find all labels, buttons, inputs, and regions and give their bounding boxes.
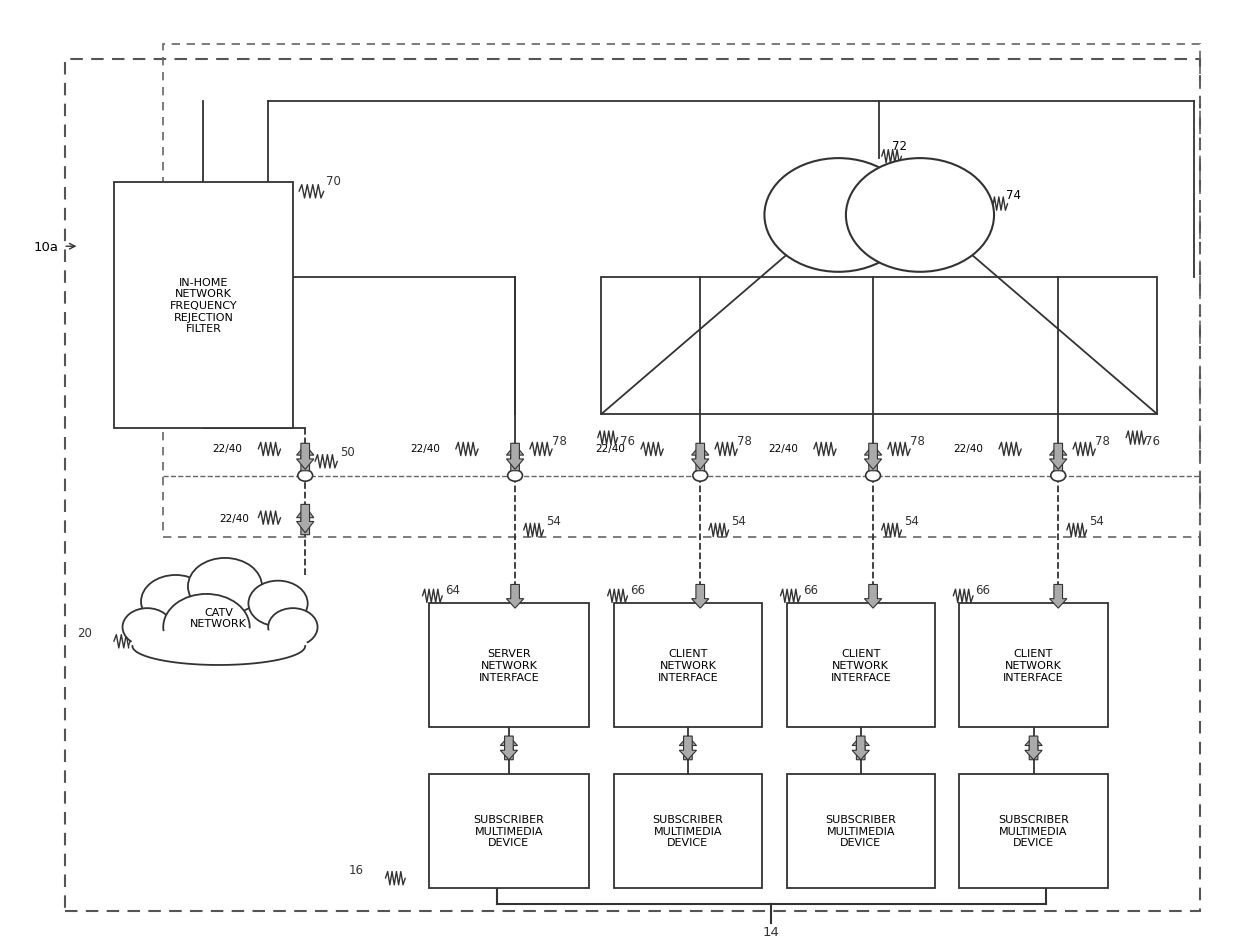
Ellipse shape	[129, 627, 309, 665]
Text: SUBSCRIBER
MULTIMEDIA
DEVICE: SUBSCRIBER MULTIMEDIA DEVICE	[474, 814, 544, 847]
Text: 22/40: 22/40	[410, 444, 440, 453]
Text: 22/40: 22/40	[954, 444, 983, 453]
FancyArrow shape	[506, 585, 523, 608]
FancyArrow shape	[1049, 446, 1066, 471]
Circle shape	[123, 608, 172, 646]
Circle shape	[298, 470, 312, 482]
Circle shape	[248, 581, 308, 626]
FancyArrow shape	[296, 506, 314, 535]
Circle shape	[268, 608, 317, 646]
Text: 78: 78	[552, 435, 567, 447]
FancyArrow shape	[500, 736, 517, 760]
FancyArrow shape	[296, 505, 314, 533]
Text: 66: 66	[802, 584, 817, 596]
Text: SUBSCRIBER
MULTIMEDIA
DEVICE: SUBSCRIBER MULTIMEDIA DEVICE	[652, 814, 723, 847]
Text: 14: 14	[763, 924, 780, 938]
Circle shape	[693, 470, 708, 482]
Text: 50: 50	[340, 446, 355, 459]
Text: IN-HOME
NETWORK
FREQUENCY
REJECTION
FILTER: IN-HOME NETWORK FREQUENCY REJECTION FILT…	[170, 277, 237, 334]
Circle shape	[866, 470, 880, 482]
Text: 78: 78	[1095, 435, 1110, 447]
Circle shape	[164, 594, 249, 661]
Text: 22/40: 22/40	[218, 513, 249, 523]
Text: 78: 78	[910, 435, 925, 447]
Circle shape	[188, 558, 262, 615]
Circle shape	[1050, 470, 1065, 482]
FancyArrow shape	[500, 736, 517, 760]
Text: 78: 78	[738, 435, 753, 447]
Bar	[786, 774, 935, 887]
Text: CATV
NETWORK: CATV NETWORK	[191, 607, 247, 628]
FancyArrow shape	[852, 736, 869, 760]
Circle shape	[846, 159, 994, 272]
Text: 70: 70	[326, 174, 341, 188]
Text: 64: 64	[445, 584, 460, 596]
Text: CLIENT
NETWORK
INTERFACE: CLIENT NETWORK INTERFACE	[1003, 648, 1064, 682]
Text: 54: 54	[1089, 515, 1104, 527]
FancyArrow shape	[1025, 736, 1042, 760]
Text: SUBSCRIBER
MULTIMEDIA
DEVICE: SUBSCRIBER MULTIMEDIA DEVICE	[998, 814, 1069, 847]
Circle shape	[141, 575, 210, 628]
Text: 20: 20	[77, 626, 92, 640]
Text: 66: 66	[976, 584, 991, 596]
Bar	[960, 604, 1107, 726]
FancyArrow shape	[1049, 444, 1066, 470]
FancyArrow shape	[506, 446, 523, 471]
Bar	[614, 774, 761, 887]
FancyArrow shape	[1025, 736, 1042, 760]
Text: 76: 76	[1145, 435, 1159, 447]
Text: 22/40: 22/40	[595, 444, 625, 453]
Ellipse shape	[133, 616, 305, 664]
FancyArrow shape	[506, 444, 523, 470]
Bar	[429, 604, 589, 726]
Text: CLIENT
NETWORK
INTERFACE: CLIENT NETWORK INTERFACE	[657, 648, 718, 682]
Text: 22/40: 22/40	[768, 444, 799, 453]
Text: 22/40: 22/40	[212, 444, 243, 453]
Text: SUBSCRIBER
MULTIMEDIA
DEVICE: SUBSCRIBER MULTIMEDIA DEVICE	[826, 814, 897, 847]
Text: 54: 54	[546, 515, 560, 527]
Text: 74: 74	[1007, 188, 1022, 202]
Text: 16: 16	[1037, 863, 1053, 876]
FancyArrow shape	[692, 585, 709, 608]
Text: 10a: 10a	[33, 241, 58, 253]
Text: 72: 72	[892, 140, 906, 152]
Bar	[164, 46, 1200, 538]
Text: 54: 54	[732, 515, 746, 527]
Circle shape	[507, 470, 522, 482]
Text: 76: 76	[620, 435, 635, 447]
Bar	[960, 774, 1107, 887]
FancyArrow shape	[864, 444, 882, 470]
FancyArrow shape	[692, 444, 709, 470]
Text: 66: 66	[630, 584, 645, 596]
FancyArrow shape	[296, 446, 314, 471]
FancyArrow shape	[864, 585, 882, 608]
Text: 16: 16	[348, 863, 363, 877]
Text: CLIENT
NETWORK
INTERFACE: CLIENT NETWORK INTERFACE	[831, 648, 892, 682]
FancyArrow shape	[692, 446, 709, 471]
FancyArrow shape	[680, 736, 697, 760]
FancyArrow shape	[680, 736, 697, 760]
Bar	[786, 604, 935, 726]
Circle shape	[764, 159, 913, 272]
Bar	[601, 277, 1157, 414]
Text: 54: 54	[904, 515, 919, 527]
FancyArrow shape	[852, 736, 869, 760]
Bar	[429, 774, 589, 887]
Text: 16: 16	[692, 863, 707, 876]
FancyArrow shape	[296, 444, 314, 470]
FancyArrow shape	[864, 446, 882, 471]
Bar	[114, 183, 293, 428]
Text: 16: 16	[864, 863, 879, 876]
FancyArrow shape	[1049, 585, 1066, 608]
Text: SERVER
NETWORK
INTERFACE: SERVER NETWORK INTERFACE	[479, 648, 539, 682]
Bar	[614, 604, 761, 726]
